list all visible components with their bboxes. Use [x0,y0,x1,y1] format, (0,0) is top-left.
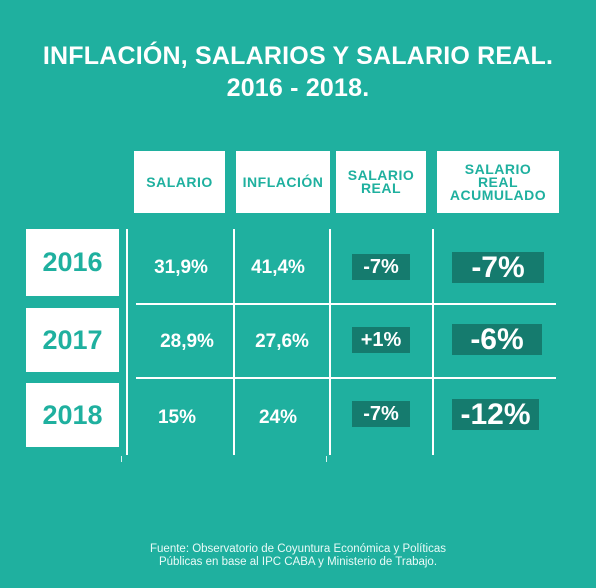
grid-hline [136,377,556,379]
source-line: Públicas en base al IPC CABA y Ministeri… [158,556,438,568]
title-line: INFLACIÓN, SALARIOS Y SALARIO REAL. [42,42,554,70]
grid-vline [329,229,331,455]
chart-title: INFLACIÓN, SALARIOS Y SALARIO REAL. 2016… [0,40,596,104]
header-salario-real: SALARIO REAL [336,151,426,213]
header-salario-real-acumulado: SALARIO REAL ACUMULADO [437,151,559,213]
grid-vline [432,229,434,455]
salario-value: 28,9% [160,331,214,352]
source-line: Fuente: Observatorio de Coyuntura Económ… [150,543,446,555]
inflacion-value: 24% [258,407,298,428]
subtitle-line: 2016 - 2018. [226,74,370,102]
salario-real-value: -7% [352,254,410,280]
acumulado-value: -12% [452,398,539,431]
header-acumulado-line: ACUMULADO [449,186,547,203]
acumulado-value: -7% [452,251,544,284]
inflacion-value: 27,6% [255,331,309,352]
header-salario-real-line: REAL [360,180,402,196]
header-acumulado-line: REAL [477,173,519,190]
salario-real-value: +1% [352,327,410,353]
grid-hline [136,303,556,305]
header-inflacion: INFLACIÓN [236,151,330,213]
header-acumulado-line: SALARIO [464,160,532,177]
grid-vline [126,229,128,455]
salario-real-value: -7% [352,401,410,427]
salario-value: 15% [157,407,197,428]
year-label: 2016 [26,229,119,296]
grid-dash [326,456,327,462]
source-note: Fuente: Observatorio de Coyuntura Económ… [0,543,596,569]
header-salario-real-line: SALARIO [347,167,415,183]
acumulado-value: -6% [452,323,542,356]
salario-value: 31,9% [154,257,208,278]
year-label: 2017 [26,308,119,372]
inflacion-value: 41,4% [251,257,305,278]
year-label: 2018 [26,383,119,447]
header-salario: SALARIO [134,151,225,213]
grid-dash [121,456,122,462]
grid-vline [233,229,235,455]
header-salario-line: SALARIO [146,173,213,190]
header-inflacion-line: INFLACIÓN [242,173,324,190]
